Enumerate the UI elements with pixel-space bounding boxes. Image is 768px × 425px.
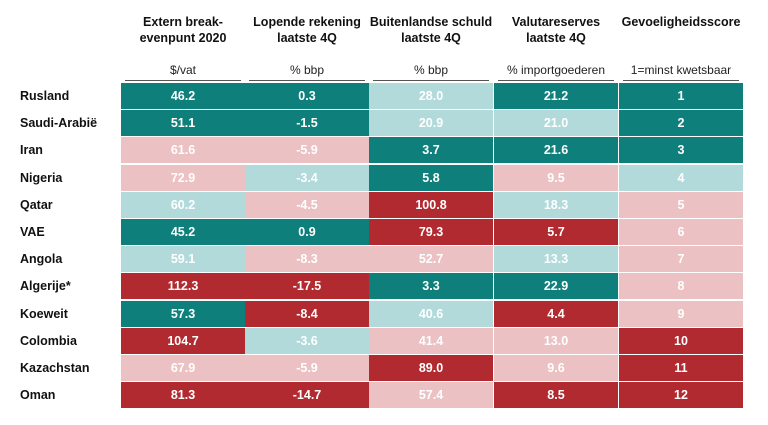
table-cell: 57.4 [369,382,493,408]
table-cell: 45.2 [121,219,245,245]
table-cell: 8.5 [494,382,618,408]
table-cell: 0.3 [245,83,369,109]
table-cell: 10 [619,328,743,354]
table-cell: 72.9 [121,165,245,191]
row-country-label: Iran [20,143,43,157]
table-cell: 52.7 [369,246,493,272]
table-cell: 9.6 [494,355,618,381]
table-cell: 51.1 [121,110,245,136]
column-header: Gevoeligheidsscore [621,15,741,29]
column-header: Lopende rekening laatste 4Q [253,15,361,45]
table-cell: 61.6 [121,137,245,163]
table-cell: 21.2 [494,83,618,109]
header-rule [125,80,241,81]
row-country-label: Saudi-Arabië [20,116,98,130]
table-cell: -3.6 [245,328,369,354]
table-cell: -1.5 [245,110,369,136]
header-rule [249,80,365,81]
table-cell: -5.9 [245,355,369,381]
table-cell: 79.3 [369,219,493,245]
table-cell: 40.6 [369,301,493,327]
column-unit: % bbp [289,63,325,77]
table-cell: 28.0 [369,83,493,109]
table-cell: 89.0 [369,355,493,381]
table-cell: 104.7 [121,328,245,354]
table-cell: 100.8 [369,192,493,218]
table-cell: 57.3 [121,301,245,327]
table-cell: -5.9 [245,137,369,163]
row-country-label: Qatar [20,198,53,212]
row-country-label: Nigeria [20,171,63,185]
table-cell: 21.6 [494,137,618,163]
table-cell: 4 [619,165,743,191]
table-cell: 20.9 [369,110,493,136]
table-cell: -14.7 [245,382,369,408]
table-cell: -4.5 [245,192,369,218]
table-cell: 3.3 [369,273,493,299]
table-cell: 8 [619,273,743,299]
row-country-label: Algerije* [20,279,71,293]
table-cell: 3 [619,137,743,163]
table-cell: 81.3 [121,382,245,408]
row-country-label: Kazachstan [20,361,90,375]
table-cell: -3.4 [245,165,369,191]
table-cell: 9 [619,301,743,327]
table-cell: 21.0 [494,110,618,136]
table-cell: 46.2 [121,83,245,109]
table-cell: 6 [619,219,743,245]
table-cell: 9.5 [494,165,618,191]
table-cell: 59.1 [121,246,245,272]
table-cell: 0.9 [245,219,369,245]
table-cell: 5.7 [494,219,618,245]
table-cell: 4.4 [494,301,618,327]
table-cell: 5 [619,192,743,218]
column-unit: $/vat [169,63,196,77]
table-cell: 13.3 [494,246,618,272]
column-unit: % bbp [413,63,449,77]
row-country-label: VAE [20,225,45,239]
row-country-label: Oman [20,388,56,402]
column-unit: % importgoederen [506,63,606,77]
column-header: Extern break-evenpunt 2020 [139,15,227,45]
table-cell: 5.8 [369,165,493,191]
row-country-label: Rusland [20,89,70,103]
column-header: Buitenlandse schuld laatste 4Q [369,15,493,45]
table-cell: 112.3 [121,273,245,299]
table-cell: 2 [619,110,743,136]
table-cell: 60.2 [121,192,245,218]
row-country-label: Colombia [20,334,77,348]
table-cell: 13.0 [494,328,618,354]
table-cell: 18.3 [494,192,618,218]
table-cell: 1 [619,83,743,109]
table-cell: -8.3 [245,246,369,272]
table-cell: 22.9 [494,273,618,299]
table-cell: -17.5 [245,273,369,299]
column-header: Valutareserves laatste 4Q [511,15,601,45]
table-cell: 12 [619,382,743,408]
table-cell: 11 [619,355,743,381]
header-rule [623,80,739,81]
column-unit: 1=minst kwetsbaar [630,63,732,77]
table-cell: -8.4 [245,301,369,327]
table-cell: 67.9 [121,355,245,381]
table-cell: 7 [619,246,743,272]
table-cell: 41.4 [369,328,493,354]
row-country-label: Koeweit [20,307,68,321]
header-rule [373,80,489,81]
header-rule [498,80,614,81]
table-cell: 3.7 [369,137,493,163]
row-country-label: Angola [20,252,63,266]
